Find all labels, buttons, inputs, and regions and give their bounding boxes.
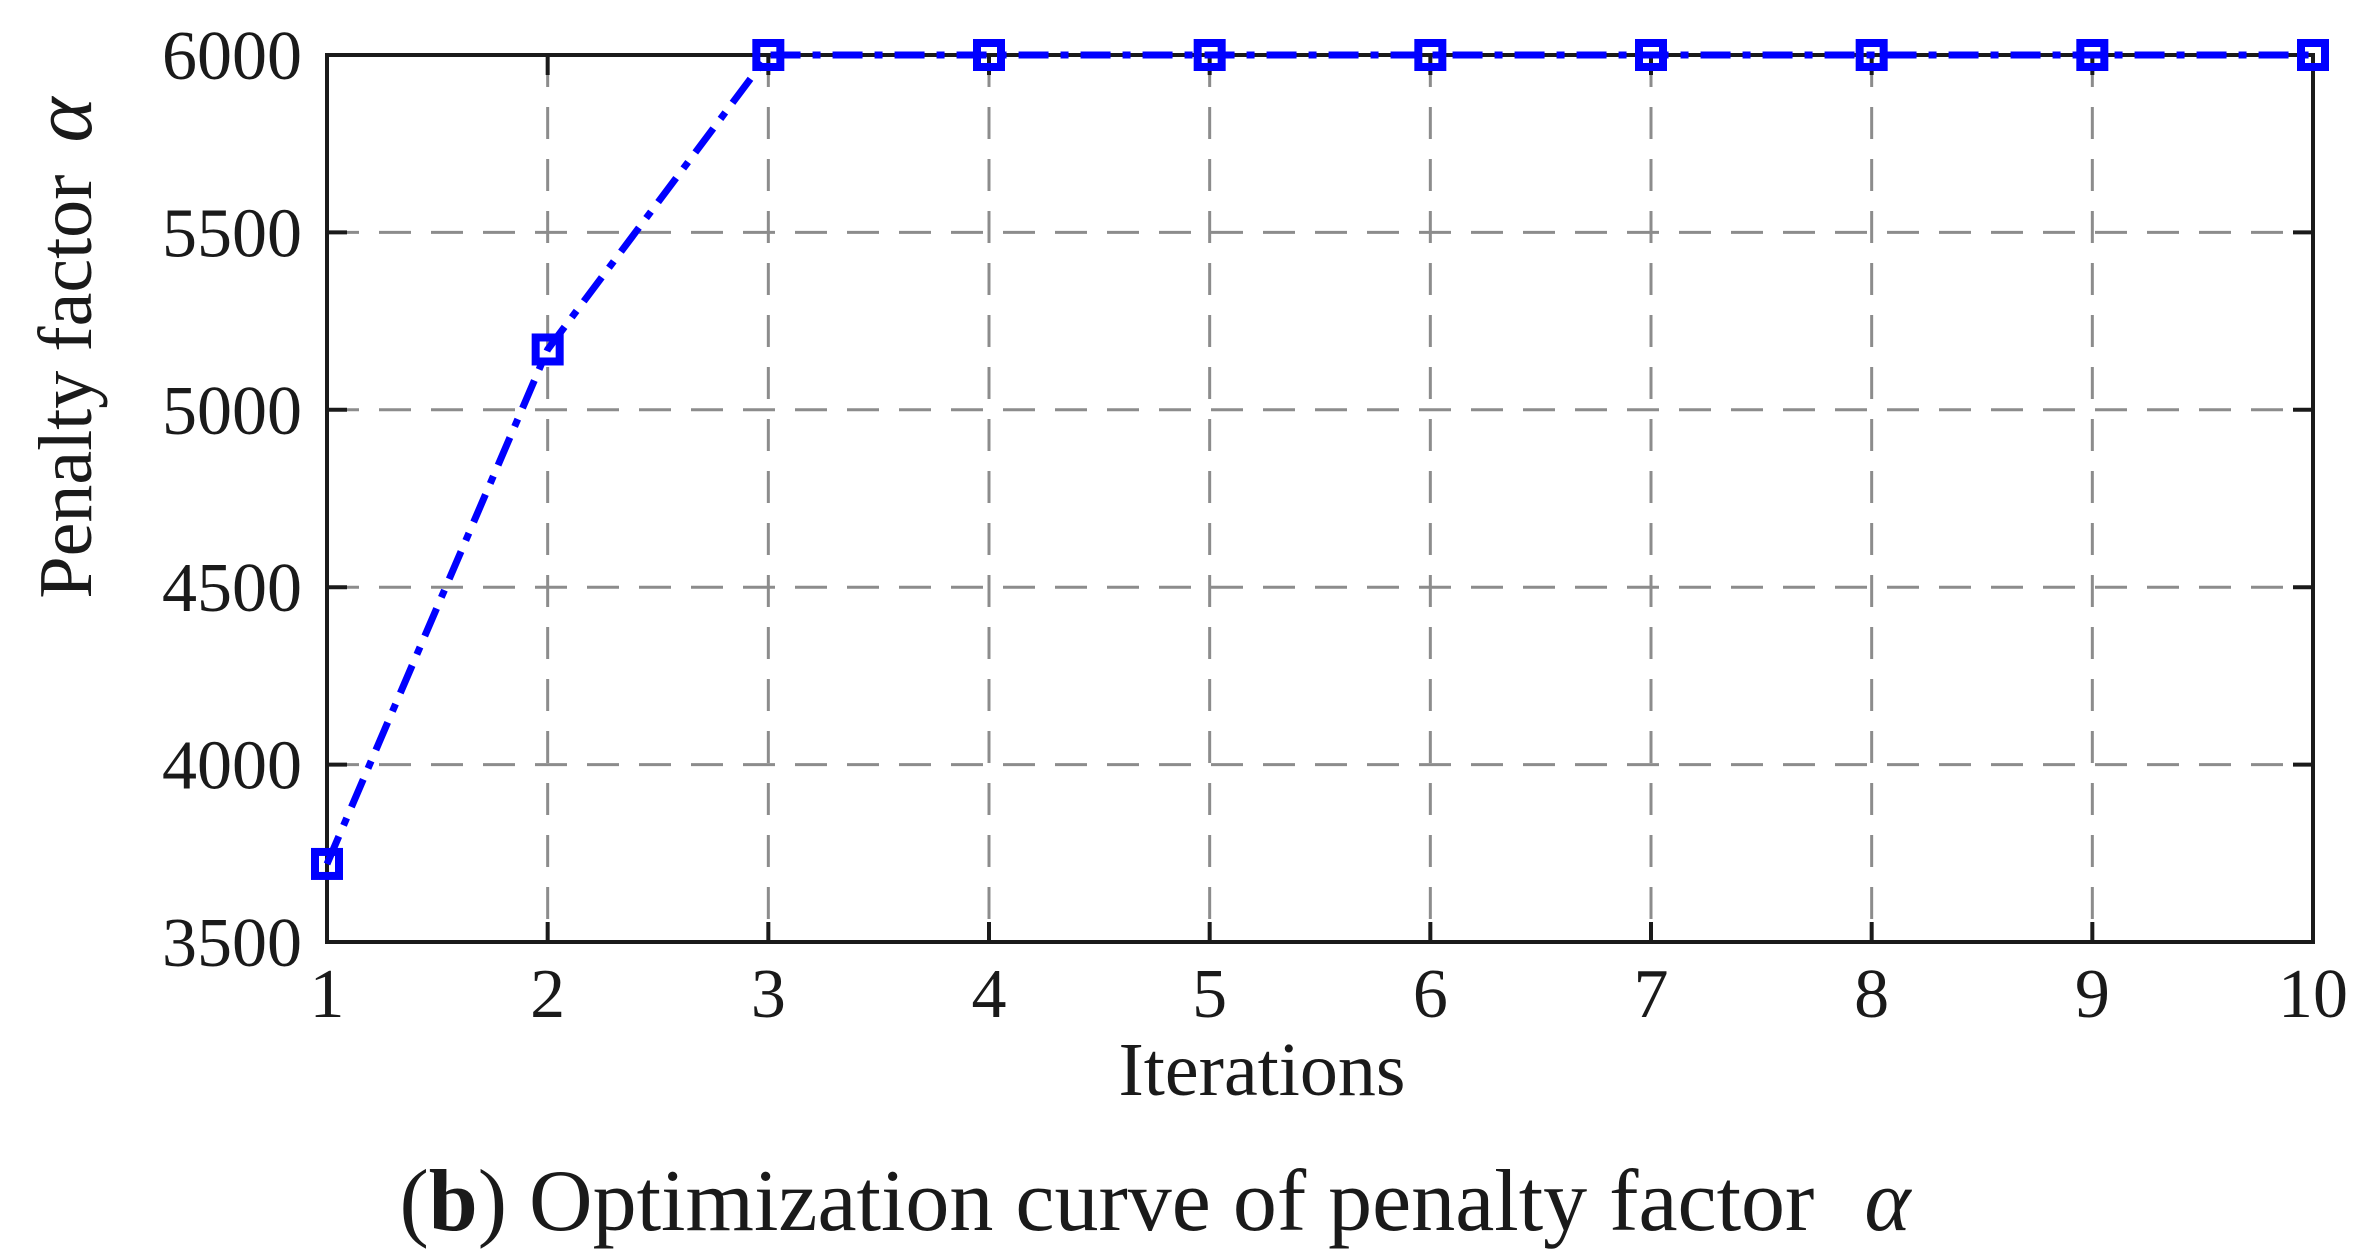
x-tick-label: 10 [2278, 956, 2348, 1033]
data-point-marker [1414, 39, 1447, 71]
alpha-symbol: α [14, 97, 110, 143]
x-tick-label: 7 [1634, 956, 1669, 1033]
x-tick-label: 9 [2075, 956, 2110, 1033]
data-line [323, 51, 2313, 866]
data-point-marker [1635, 39, 1667, 71]
data-point-marker [973, 39, 1005, 71]
figure-caption: (b) Optimization curve of penalty factor… [0, 1158, 2310, 1246]
x-tick-label: 4 [972, 956, 1007, 1033]
x-tick-label: 2 [530, 956, 565, 1033]
y-axis-title-text: Penalty factor [24, 174, 108, 599]
x-tick-label: 6 [1413, 956, 1448, 1033]
x-tick-label: 1 [310, 956, 345, 1033]
y-tick-label: 6000 [162, 18, 302, 95]
data-point-marker [531, 333, 564, 366]
data-point-marker [1855, 39, 1888, 71]
data-point-marker [2297, 39, 2329, 71]
data-point-marker [311, 847, 343, 880]
plot-border [325, 53, 2315, 944]
x-tick-label: 8 [1854, 956, 1889, 1033]
y-tick-label: 3500 [162, 905, 302, 982]
x-axis-title: Iterations [1118, 1028, 1406, 1112]
y-tick-label: 4000 [162, 728, 302, 805]
y-axis-title: Penalty factor α [14, 97, 110, 599]
x-tick-label: 5 [1192, 956, 1227, 1033]
data-point-marker [2076, 39, 2109, 71]
data-point-marker [1193, 39, 1226, 71]
x-tick-label: 3 [751, 956, 786, 1033]
caption-text: ) Optimization curve of penalty factor [477, 1153, 1815, 1250]
y-tick-label: 5000 [162, 373, 302, 450]
caption-subfigure-letter: b [428, 1153, 478, 1250]
data-point-marker [752, 39, 785, 71]
y-tick-label: 5500 [162, 195, 302, 272]
caption-alpha-symbol: α [1864, 1153, 1911, 1250]
caption-paren-open: ( [399, 1153, 429, 1250]
y-tick-label: 4500 [162, 550, 302, 627]
